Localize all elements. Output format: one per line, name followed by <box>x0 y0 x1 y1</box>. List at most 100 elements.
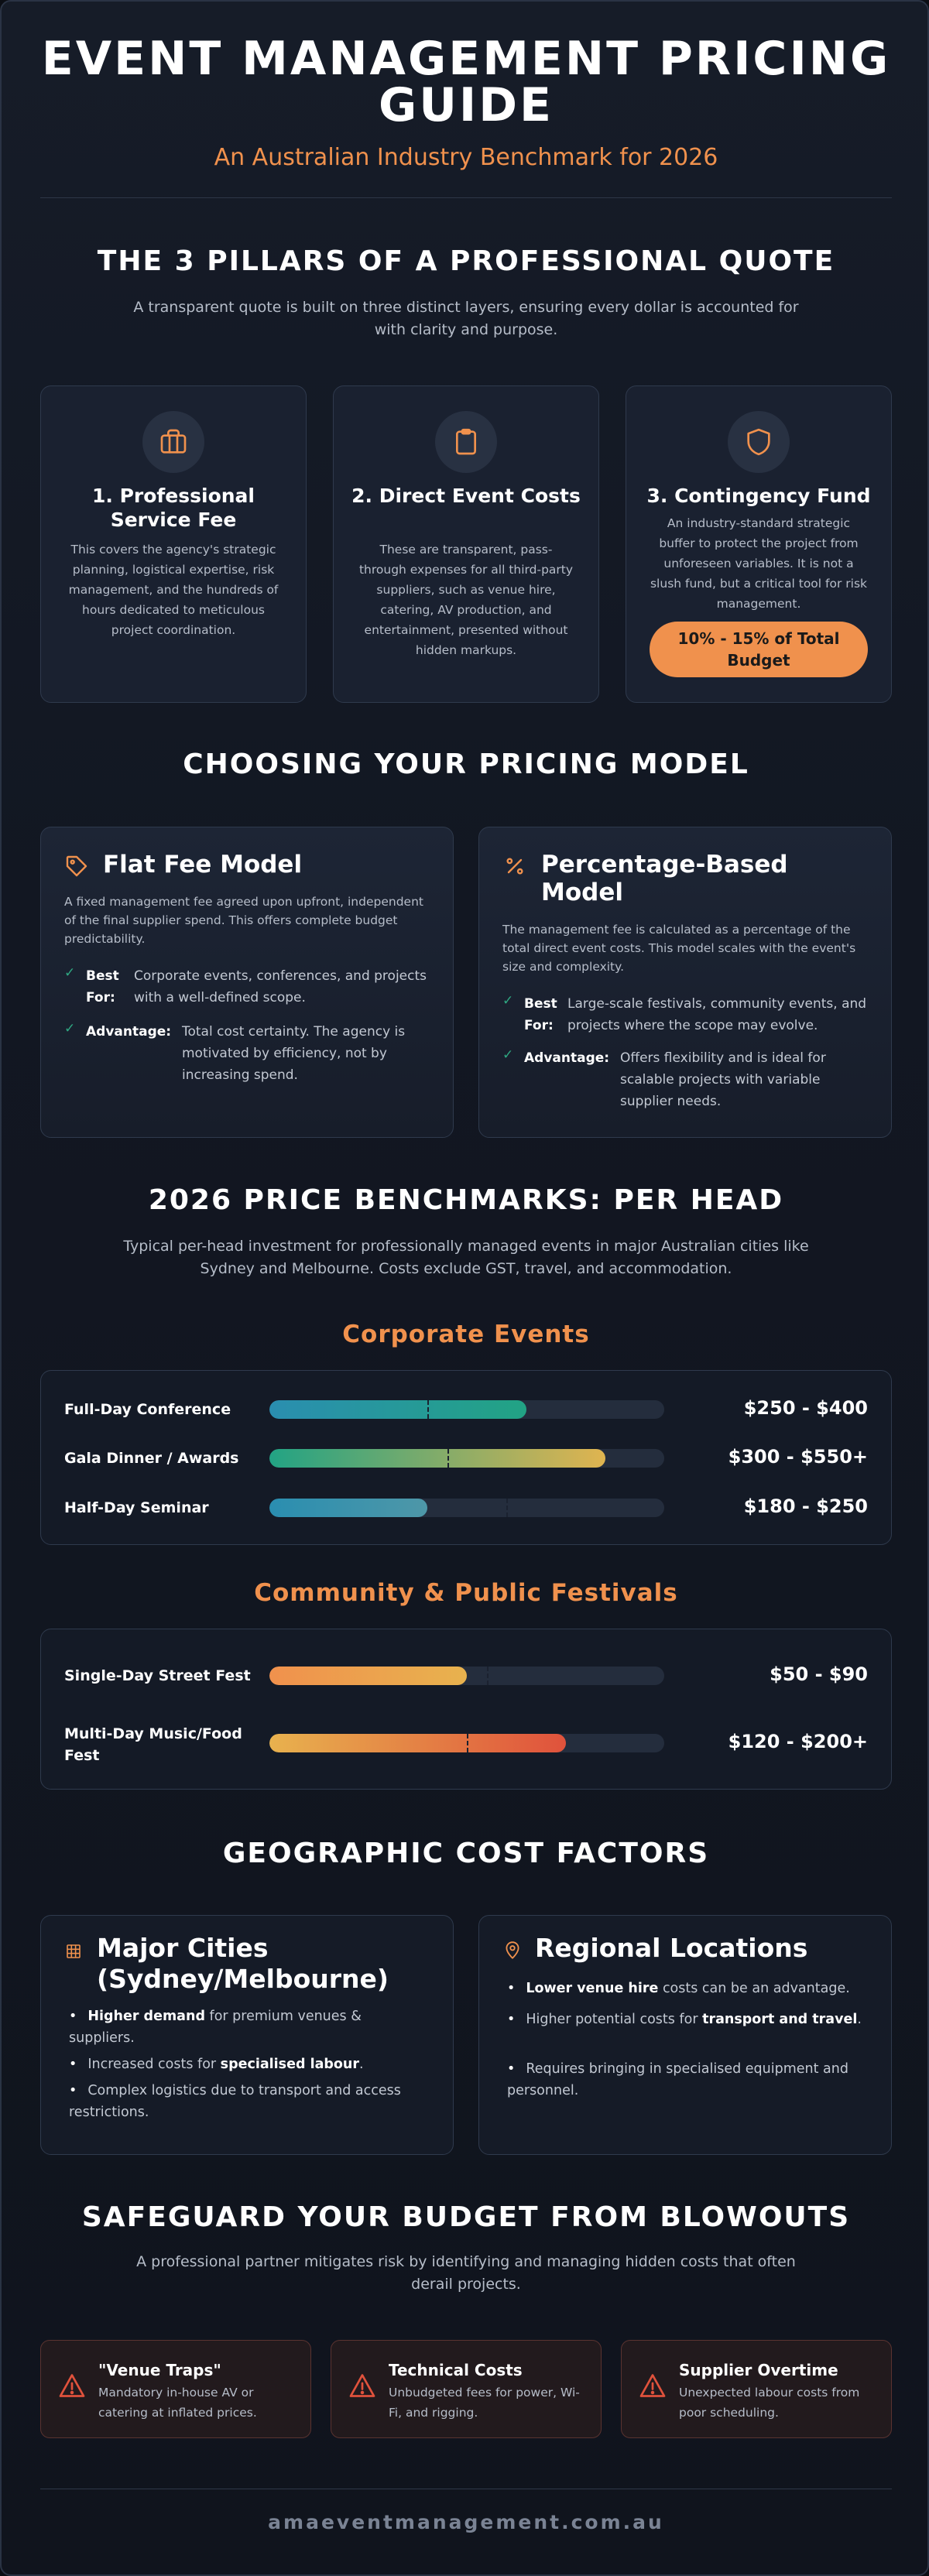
pillar-card-direct-costs: 2. Direct Event Costs These are transpar… <box>333 385 599 703</box>
best-for-label: Best For: <box>86 968 119 1005</box>
model-title: Flat Fee Model <box>103 851 303 879</box>
check-icon: ✓ <box>502 993 514 1009</box>
benchmark-value: $120 - $200+ <box>728 1731 868 1752</box>
corporate-benchmark-card: Full-Day Conference $250 - $400 Gala Dinne… <box>40 1370 892 1545</box>
benchmark-label: Single-Day Street Fest <box>64 1667 251 1684</box>
advantage-label: Advantage: <box>524 1050 610 1066</box>
models-title: CHOOSING YOUR PRICING MODEL <box>183 748 749 780</box>
geo-item-bold: Lower venue hire <box>526 1981 659 1996</box>
geo-item: • Lower venue hire costs can be an advant… <box>507 1981 850 1996</box>
warning-icon <box>58 2372 86 2403</box>
warning-icon <box>639 2372 667 2403</box>
geo-item-text: for premium venues & suppliers. <box>69 2009 362 2046</box>
pillar-card-contingency: 3. Contingency Fund An industry-standard… <box>626 385 892 703</box>
clipboard-icon <box>435 411 497 473</box>
tag-icon <box>64 854 89 882</box>
contingency-badge: 10% - 15% of Total Budget <box>650 622 868 677</box>
warning-icon <box>348 2372 376 2403</box>
corporate-events-title: Corporate Events <box>342 1321 590 1348</box>
geo-item-bold: Higher demand <box>87 2009 205 2024</box>
benchmark-value: $50 - $90 <box>770 1663 868 1685</box>
benchmark-label: Gala Dinner / Awards <box>64 1450 239 1467</box>
benchmark-bar-marker <box>467 1734 468 1752</box>
benchmarks-title: 2026 PRICE BENCHMARKS: PER HEAD <box>148 1184 784 1216</box>
model-card-percentage: Percentage-Based Model The management fe… <box>478 827 892 1138</box>
city-grid-icon <box>64 1942 83 1964</box>
geo-card-major-cities: Major Cities (Sydney/Melbourne) • Higher … <box>40 1915 454 2155</box>
geo-item: • Higher potential costs for transport an… <box>507 2012 862 2027</box>
pillar-title: 3. Contingency Fund <box>646 485 871 507</box>
geo-card-regional: Regional Locations • Lower venue hire cos… <box>478 1915 892 2155</box>
risk-card-venue-traps: "Venue Traps" Mandatory in-house AV or c… <box>40 2340 311 2438</box>
risk-text: Unexpected labour costs from poor schedu… <box>679 2386 860 2420</box>
risk-text: Mandatory in-house AV or catering at inf… <box>98 2386 257 2420</box>
benchmark-bar-marker <box>447 1449 449 1468</box>
geo-title-regional: Regional Locations <box>535 1933 808 1963</box>
benchmark-bar-fill <box>269 1400 526 1419</box>
risk-title: Supplier Overtime <box>679 2361 838 2379</box>
benchmark-bar-fill <box>269 1499 427 1517</box>
benchmark-value: $300 - $550+ <box>728 1446 868 1468</box>
best-for-text: Large-scale festivals, community events,… <box>567 996 867 1033</box>
geo-item-text: . <box>857 2012 862 2027</box>
geo-item-text: Complex logistics due to transport and a… <box>69 2083 401 2120</box>
benchmark-bar-track <box>269 1667 664 1685</box>
geo-item: • Higher demand for premium venues & supp… <box>69 2009 362 2046</box>
best-for-label: Best For: <box>524 996 557 1033</box>
briefcase-icon <box>142 411 204 473</box>
geo-item-bold: transport and travel <box>702 2012 858 2027</box>
pillars-title: THE 3 PILLARS OF A PROFESSIONAL QUOTE <box>97 245 835 277</box>
risk-card-supplier-overtime: Supplier Overtime Unexpected labour cost… <box>621 2340 892 2438</box>
model-advantage: ✓ Advantage: Total cost certainty. The a… <box>64 1021 430 1086</box>
benchmark-label: Half-Day Seminar <box>64 1499 209 1516</box>
header-divider <box>40 197 892 198</box>
model-title: Percentage-Based Model <box>541 851 788 906</box>
footer-domain: amaeventmanagement.com.au <box>268 2511 664 2533</box>
pillar-card-service-fee: 1. Professional Service Fee This covers … <box>40 385 307 703</box>
benchmark-label: Full-Day Conference <box>64 1401 231 1418</box>
benchmarks-description: Typical per-head investment for professi… <box>123 1238 809 1277</box>
risk-title: "Venue Traps" <box>98 2361 221 2379</box>
geo-item-text: Requires bringing in specialised equipme… <box>507 2061 848 2098</box>
benchmark-bar-track <box>269 1499 664 1517</box>
best-for-text: Corporate events, conferences, and proje… <box>134 968 427 1005</box>
community-benchmark-card: Single-Day Street Fest $50 - $90 Multi-Day… <box>40 1629 892 1790</box>
risk-title: Technical Costs <box>389 2361 523 2379</box>
main-title: EVENT MANAGEMENT PRICING GUIDE <box>41 32 891 132</box>
benchmark-bar-marker <box>486 1667 488 1685</box>
benchmark-bar-track <box>269 1400 664 1419</box>
advantage-text: Offers flexibility and is ideal for scal… <box>620 1050 826 1109</box>
benchmark-bar-track <box>269 1449 664 1468</box>
geo-item-text: costs can be an advantage. <box>658 1981 850 1996</box>
check-icon: ✓ <box>502 1047 514 1063</box>
risk-text: Unbudgeted fees for power, Wi-Fi, and ri… <box>389 2386 580 2420</box>
benchmark-bar-track <box>269 1734 664 1752</box>
geo-item-bold: specialised labour <box>220 2057 360 2072</box>
benchmark-bar-fill <box>269 1449 605 1468</box>
geo-title: GEOGRAPHIC COST FACTORS <box>222 1838 710 1869</box>
safeguard-title: SAFEGUARD YOUR BUDGET FROM BLOWOUTS <box>81 2201 851 2233</box>
benchmark-value: $250 - $400 <box>743 1397 868 1419</box>
model-best-for: ✓ Best For: Corporate events, conference… <box>64 965 430 1009</box>
pillars-description: A transparent quote is built on three di… <box>133 299 799 338</box>
model-advantage: ✓ Advantage: Offers flexibility and is i… <box>502 1047 868 1112</box>
community-festivals-title: Community & Public Festivals <box>254 1579 678 1607</box>
check-icon: ✓ <box>64 965 76 981</box>
model-text: The management fee is calculated as a pe… <box>502 923 856 974</box>
benchmark-bar-fill <box>269 1667 467 1685</box>
risk-card-technical-costs: Technical Costs Unbudgeted fees for powe… <box>331 2340 602 2438</box>
check-icon: ✓ <box>64 1021 76 1036</box>
safeguard-description: A professional partner mitigates risk by… <box>136 2253 796 2293</box>
geo-item: • Requires bringing in specialised equipm… <box>507 2061 848 2098</box>
location-pin-icon <box>502 1941 523 1964</box>
model-card-flat-fee: Flat Fee Model A fixed management fee ag… <box>40 827 454 1138</box>
benchmark-bar-fill <box>269 1734 566 1752</box>
shield-icon <box>728 411 790 473</box>
geo-item: • Increased costs for specialised labour. <box>69 2057 364 2072</box>
pillar-title: 2. Direct Event Costs <box>351 485 581 507</box>
benchmark-bar-marker <box>506 1499 508 1517</box>
geo-item-text: . <box>359 2057 364 2072</box>
geo-item-text: Increased costs for <box>87 2057 221 2072</box>
geo-item-text: Higher potential costs for <box>526 2012 703 2027</box>
